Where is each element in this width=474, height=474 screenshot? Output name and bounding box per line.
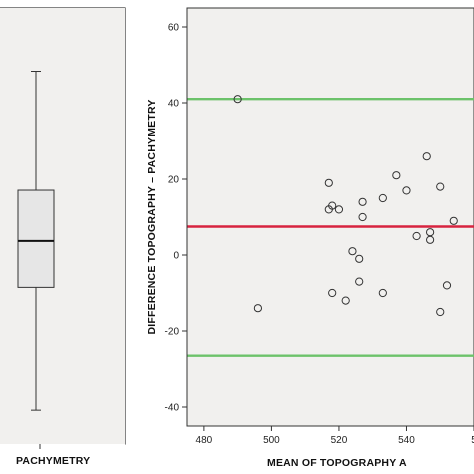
data-point [358, 197, 367, 206]
data-point [378, 193, 387, 203]
x-tick-label: 500 [263, 435, 280, 446]
y-axis-ticks: -40 -20 0 20 40 60 [165, 23, 187, 414]
data-point [348, 247, 357, 256]
data-point [328, 288, 337, 298]
x-tick-label: 480 [196, 435, 213, 446]
scatter-plot-area [186, 7, 474, 427]
data-point [449, 216, 458, 225]
scatter-panel: -40 -20 0 20 40 60 480 500 520 540 5 DIFFERENCE T… [146, 7, 474, 469]
boxplot-xaxis-strip [0, 444, 125, 474]
data-point [328, 201, 337, 210]
y-tick-label: 40 [168, 99, 180, 110]
y-tick-label: 0 [173, 251, 179, 262]
reference-lines [187, 97, 474, 357]
boxplot-xaxis-label: PACHYMETRY [16, 455, 90, 467]
data-point [436, 307, 445, 317]
data-point [253, 304, 263, 313]
data-point [442, 281, 452, 290]
data-point [341, 296, 350, 305]
data-point [436, 182, 445, 191]
y-tick-label: -20 [165, 327, 180, 338]
box-iqr [17, 189, 55, 288]
data-point [392, 171, 401, 180]
data-point [334, 205, 344, 214]
scatter-points [233, 95, 458, 317]
x-tick-label: 5 [471, 435, 474, 446]
data-point [358, 212, 367, 222]
data-point [355, 277, 364, 286]
data-point [426, 228, 435, 237]
data-point [355, 254, 364, 263]
data-point [422, 152, 431, 161]
y-tick-label: 60 [168, 23, 180, 34]
data-point [324, 178, 333, 187]
data-point [412, 231, 421, 241]
data-point [402, 186, 411, 195]
y-tick-label: 20 [168, 175, 180, 186]
y-tick-label: -40 [165, 403, 180, 414]
x-axis-ticks: 480 500 520 540 5 [196, 426, 474, 446]
x-tick-label: 540 [398, 435, 415, 446]
y-axis-label: DIFFERENCE TOPOGRAPHY – PACHYMETRY [146, 99, 158, 334]
data-point [378, 288, 387, 298]
boxplot-panel: PACHYMETRY [0, 7, 126, 474]
x-axis-label: MEAN OF TOPOGRAPHY A [267, 457, 407, 469]
data-point [233, 95, 242, 104]
x-tick-label: 520 [331, 435, 348, 446]
